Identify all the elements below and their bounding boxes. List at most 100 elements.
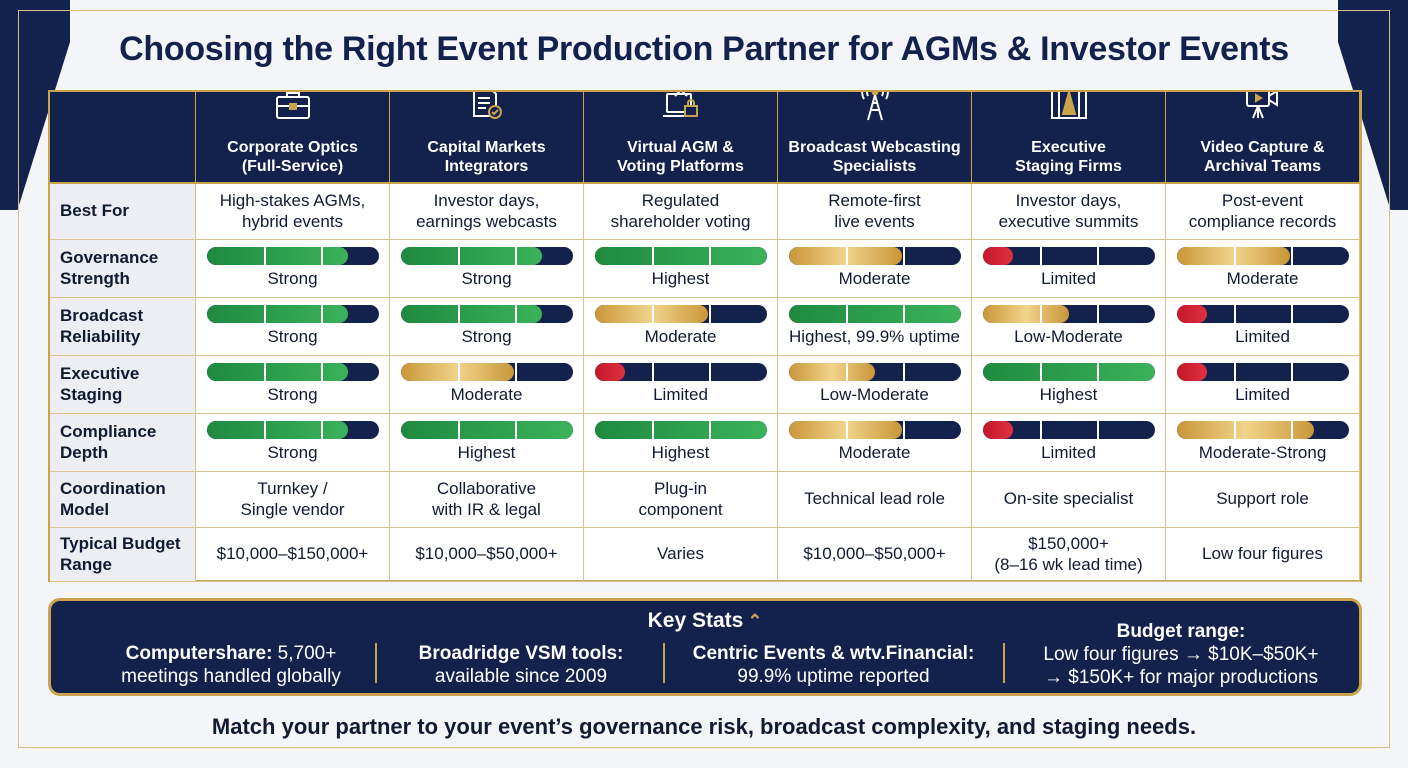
cell-text: executive summits — [998, 211, 1139, 231]
table-cell: Support role — [1166, 472, 1360, 528]
rating-cell: Strong — [196, 240, 390, 298]
column-header-label: Archival Teams — [1203, 157, 1322, 175]
rating-label: Strong — [267, 269, 318, 289]
column-header-label: (Full-Service) — [241, 157, 344, 175]
rating-cell: Strong — [390, 240, 584, 298]
column-header-label: Integrators — [444, 157, 529, 175]
rating-label: Limited — [1041, 269, 1096, 289]
row-label-text: Executive — [60, 364, 140, 384]
cell-text: $10,000–$50,000+ — [803, 544, 946, 564]
rating-bar-divider — [321, 305, 324, 324]
rating-label: Highest — [651, 443, 710, 463]
table-cell: Turnkey / Single vendor — [196, 472, 390, 528]
rating-bar-fill — [206, 421, 348, 440]
column-header-label: Virtual AGM & — [627, 138, 734, 156]
rating-label: Limited — [653, 385, 708, 405]
rating-bar-fill — [206, 247, 348, 266]
cell-text: Turnkey / — [257, 479, 328, 499]
rating-bar-divider — [1291, 421, 1294, 440]
rating-cell: Highest — [972, 356, 1166, 414]
rating-bar-fill — [982, 363, 1155, 382]
rating-bar-divider — [263, 305, 266, 324]
cell-text: Technical lead role — [804, 489, 945, 509]
row-label-coordination: Coordination Model — [50, 472, 196, 528]
rating-bar-divider — [1097, 363, 1100, 382]
rating-bar — [982, 421, 1155, 440]
rating-bar — [400, 363, 573, 382]
row-label-best-for: Best For — [50, 184, 196, 240]
rating-cell: Strong — [390, 298, 584, 356]
rating-bar-divider — [321, 363, 324, 382]
stat-divider — [1003, 643, 1005, 683]
rating-label: Low-Moderate — [1014, 327, 1123, 347]
cell-text: Regulated — [641, 191, 720, 211]
key-stats-panel: Key Stats ⌃ Computershare: 5,700+ meeting… — [48, 598, 1362, 696]
rating-cell: Limited — [972, 414, 1166, 472]
rating-bar-divider — [845, 247, 848, 266]
rating-bar-divider — [1233, 247, 1236, 266]
rating-bar-divider — [515, 421, 518, 440]
rating-bar-divider — [845, 305, 848, 324]
rating-bar — [982, 305, 1155, 324]
rating-cell: Moderate — [390, 356, 584, 414]
row-label-text: Model — [60, 499, 110, 519]
cell-text: Varies — [657, 544, 704, 564]
rating-label: Low-Moderate — [820, 385, 929, 405]
rating-label: Highest — [1039, 385, 1098, 405]
rating-bar-fill — [982, 421, 1014, 440]
rating-bar-divider — [263, 247, 266, 266]
rating-bar-divider — [845, 363, 848, 382]
rating-label: Moderate — [644, 327, 717, 347]
column-header-label: Staging Firms — [1015, 157, 1122, 175]
rating-bar-fill — [788, 305, 961, 324]
rating-label: Limited — [1041, 443, 1096, 463]
column-header: Capital Markets Integrators — [390, 92, 584, 184]
row-label-text: Staging — [60, 384, 123, 404]
rating-label: Strong — [267, 443, 318, 463]
rating-bar-fill — [400, 421, 573, 440]
rating-bar-fill — [1176, 421, 1315, 440]
column-header-label: Voting Platforms — [617, 157, 744, 175]
row-label-text: Compliance — [60, 422, 157, 442]
footer-tagline: Match your partner to your event’s gover… — [211, 714, 1197, 739]
rating-bar-fill — [206, 363, 348, 382]
cell-text: Investor days, — [433, 191, 540, 211]
table-cell: $10,000–$150,000+ — [196, 528, 390, 582]
rating-bar — [206, 363, 379, 382]
rating-bar-divider — [651, 363, 654, 382]
rating-bar-divider — [1097, 247, 1100, 266]
cell-text: Support role — [1216, 489, 1309, 509]
cell-text: component — [638, 499, 723, 519]
cell-text: hybrid events — [241, 211, 344, 231]
table-cell: $10,000–$50,000+ — [390, 528, 584, 582]
rating-bar — [788, 363, 961, 382]
row-label-text: Typical Budget — [60, 534, 181, 554]
rating-bar — [1176, 421, 1349, 440]
rating-bar-fill — [982, 247, 1014, 266]
column-header: Video Capture & Archival Teams — [1166, 92, 1360, 184]
rating-bar-divider — [457, 421, 460, 440]
table-cell: On-site specialist — [972, 472, 1166, 528]
stat-broadridge: Broadridge VSM tools: available since 20… — [418, 643, 624, 687]
rating-bar-divider — [1291, 363, 1294, 382]
rating-cell: Moderate — [584, 298, 778, 356]
table-cell: Technical lead role — [778, 472, 972, 528]
rating-label: Moderate-Strong — [1198, 443, 1327, 463]
rating-cell: Moderate-Strong — [1166, 414, 1360, 472]
table-cell: $150,000+ (8–16 wk lead time) — [972, 528, 1166, 582]
rating-bar-fill — [1176, 247, 1291, 266]
rating-cell: Strong — [196, 414, 390, 472]
cell-text: Plug-in — [654, 479, 707, 499]
table-cell: Varies — [584, 528, 778, 582]
column-header-label: Video Capture & — [1200, 138, 1325, 156]
rating-bar-fill — [1176, 363, 1208, 382]
rating-bar — [982, 247, 1155, 266]
stat-divider — [375, 643, 377, 683]
cell-text: $10,000–$50,000+ — [415, 544, 558, 564]
stat-budget-range: Budget range: Low four figures → $10K–$5… — [1043, 621, 1319, 688]
rating-bar — [594, 421, 767, 440]
rating-bar-divider — [457, 247, 460, 266]
rating-bar — [400, 247, 573, 266]
rating-bar — [1176, 363, 1349, 382]
rating-label: Moderate — [838, 443, 911, 463]
